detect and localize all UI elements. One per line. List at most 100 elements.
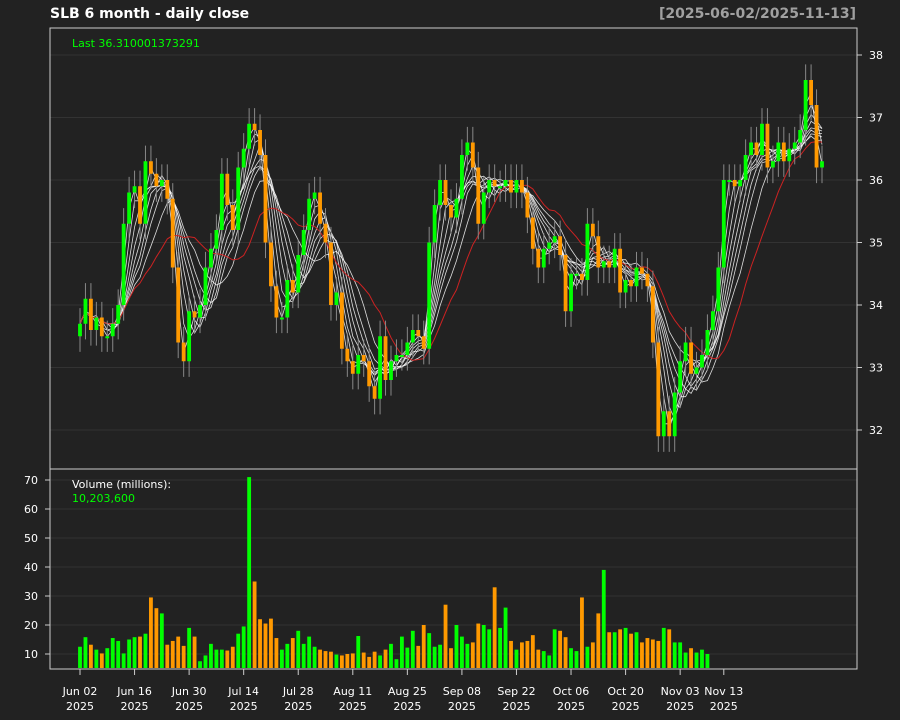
volume-bar bbox=[503, 607, 508, 668]
volume-bar bbox=[410, 630, 415, 668]
price-y-tick-label: 32 bbox=[869, 424, 883, 437]
price-candle bbox=[214, 230, 219, 249]
volume-bar bbox=[465, 643, 470, 668]
volume-bar bbox=[432, 646, 437, 668]
volume-bar bbox=[367, 656, 372, 668]
price-candle bbox=[301, 230, 306, 255]
volume-bar bbox=[290, 638, 295, 668]
volume-bar bbox=[154, 608, 159, 668]
price-candle bbox=[601, 261, 606, 268]
date-range-label: [2025-06-02/2025-11-13] bbox=[658, 6, 856, 22]
price-candle bbox=[143, 161, 148, 224]
volume-bar bbox=[394, 659, 399, 668]
x-tick-label-year: 2025 bbox=[339, 700, 367, 713]
price-candle bbox=[558, 236, 563, 255]
volume-bar bbox=[225, 650, 230, 668]
price-candle bbox=[323, 223, 328, 243]
price-candle bbox=[716, 267, 721, 312]
price-candle bbox=[116, 305, 121, 324]
moving-average-line bbox=[79, 129, 822, 395]
price-y-tick-label: 34 bbox=[869, 299, 883, 312]
volume-bar bbox=[552, 629, 557, 668]
volume-bar bbox=[700, 649, 704, 668]
volume-bar bbox=[389, 643, 393, 668]
price-candle bbox=[607, 261, 612, 268]
price-candle bbox=[650, 286, 655, 343]
price-candle bbox=[192, 311, 197, 318]
volume-bar bbox=[525, 640, 530, 668]
volume-bar bbox=[634, 632, 639, 668]
price-candle bbox=[94, 317, 99, 330]
price-candle bbox=[541, 248, 546, 268]
volume-bar bbox=[601, 569, 606, 668]
volume-bar bbox=[110, 638, 115, 668]
x-tick-label-year: 2025 bbox=[666, 700, 694, 713]
volume-y-tick-label: 60 bbox=[24, 503, 38, 516]
volume-bar bbox=[618, 629, 623, 668]
volume-bar bbox=[487, 629, 492, 668]
price-candle bbox=[367, 361, 372, 387]
price-candle bbox=[236, 167, 241, 230]
volume-bar bbox=[83, 637, 88, 668]
price-candle bbox=[138, 186, 142, 224]
volume-y-tick-label: 70 bbox=[24, 474, 38, 487]
volume-bar bbox=[361, 652, 366, 668]
price-candle bbox=[225, 173, 230, 205]
volume-bar bbox=[541, 651, 546, 668]
price-candle bbox=[285, 280, 290, 318]
price-candle bbox=[760, 123, 764, 155]
volume-bar bbox=[89, 644, 93, 668]
price-candle bbox=[159, 180, 164, 187]
volume-bar bbox=[312, 646, 317, 668]
volume-bar bbox=[596, 613, 601, 668]
price-candle bbox=[530, 217, 535, 249]
price-candle bbox=[656, 342, 661, 437]
price-candle bbox=[296, 255, 301, 293]
volume-bar bbox=[105, 648, 110, 668]
volume-bar bbox=[405, 647, 410, 668]
price-candle bbox=[623, 280, 628, 293]
volume-bar bbox=[209, 643, 213, 668]
price-candle bbox=[89, 298, 93, 330]
price-candle bbox=[165, 180, 170, 199]
volume-bars bbox=[78, 477, 710, 668]
volume-bar bbox=[187, 627, 192, 668]
price-candle bbox=[121, 223, 126, 305]
price-candle bbox=[149, 161, 153, 174]
price-candle bbox=[470, 142, 475, 168]
price-gridlines bbox=[50, 54, 857, 431]
volume-bar bbox=[580, 597, 584, 668]
volume-bar bbox=[176, 636, 181, 668]
volume-bar bbox=[520, 642, 524, 668]
moving-average-line bbox=[79, 133, 823, 391]
price-candle bbox=[383, 336, 388, 380]
volume-bar bbox=[498, 627, 503, 668]
volume-panel-frame bbox=[49, 468, 858, 670]
price-candle bbox=[569, 273, 573, 312]
volume-bar bbox=[307, 636, 312, 668]
volume-bar bbox=[421, 625, 426, 668]
price-candle bbox=[612, 248, 617, 268]
price-candle bbox=[667, 411, 672, 437]
x-tick-label-day: Oct 20 bbox=[607, 685, 644, 698]
x-tick-label-year: 2025 bbox=[230, 700, 258, 713]
volume-bar bbox=[650, 639, 655, 668]
volume-last-value: 10,203,600 bbox=[72, 492, 135, 505]
volume-bar bbox=[279, 649, 284, 668]
price-candle bbox=[563, 255, 568, 312]
price-candle bbox=[99, 317, 104, 337]
last-price-label: Last 36.310001373291 bbox=[72, 37, 200, 50]
price-candle bbox=[749, 142, 753, 155]
x-tick-label-day: Oct 06 bbox=[553, 685, 590, 698]
price-candle bbox=[738, 180, 743, 187]
volume-bar bbox=[94, 649, 99, 668]
price-candle bbox=[258, 130, 262, 155]
volume-bar bbox=[623, 627, 628, 668]
volume-bar bbox=[99, 653, 104, 668]
volume-bar bbox=[607, 632, 612, 668]
price-candle bbox=[307, 198, 312, 230]
x-tick-label-year: 2025 bbox=[557, 700, 585, 713]
price-candle bbox=[481, 192, 486, 224]
volume-bar bbox=[443, 604, 448, 668]
volume-bar bbox=[252, 581, 257, 668]
